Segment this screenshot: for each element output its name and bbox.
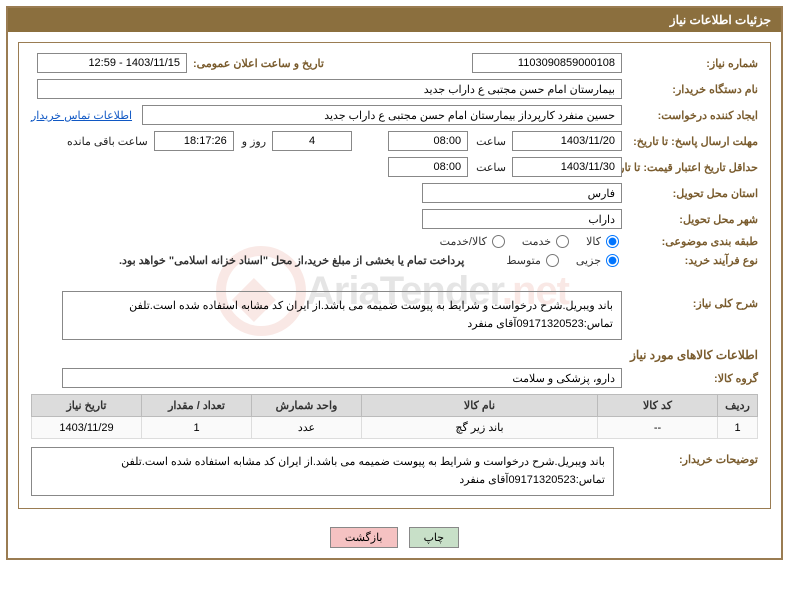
field-time-left: 18:17:26	[154, 131, 234, 151]
field-valid-hour: 08:00	[388, 157, 468, 177]
label-response-deadline: مهلت ارسال پاسخ: تا تاریخ:	[628, 135, 758, 148]
main-panel: جزئیات اطلاعات نیاز شماره نیاز: 11030908…	[6, 6, 783, 560]
radio-label-kala-khadmat: کالا/خدمت	[440, 235, 487, 248]
label-hour-1: ساعت	[476, 135, 506, 148]
label-process-type: نوع فرآیند خرید:	[628, 254, 758, 267]
field-description: باند ویبریل.شرح درخواست و شرایط به پیوست…	[62, 291, 622, 340]
radio-label-jozei: جزیی	[576, 254, 601, 267]
field-announce-date: 1403/11/15 - 12:59	[37, 53, 187, 73]
field-buyer-notes: باند ویبریل.شرح درخواست و شرایط به پیوست…	[31, 447, 614, 496]
goods-table: ردیفکد کالانام کالاواحد شمارشتعداد / مقد…	[31, 394, 758, 439]
back-button[interactable]: بازگشت	[330, 527, 398, 548]
table-cell: --	[598, 417, 718, 439]
label-buyer-org: نام دستگاه خریدار:	[628, 83, 758, 96]
field-resp-date: 1403/11/20	[512, 131, 622, 151]
radio-motevaset[interactable]	[546, 254, 559, 267]
table-cell: عدد	[252, 417, 362, 439]
label-desc-title: شرح کلی نیاز:	[628, 291, 758, 310]
table-header: تاریخ نیاز	[32, 395, 142, 417]
label-city: شهر محل تحویل:	[628, 213, 758, 226]
field-resp-hour: 08:00	[388, 131, 468, 151]
radio-jozei[interactable]	[606, 254, 619, 267]
radio-khadmat[interactable]	[556, 235, 569, 248]
field-requester: حسین منفرد کارپرداز بیمارستان امام حسن م…	[142, 105, 622, 125]
print-button[interactable]: چاپ	[409, 527, 460, 548]
table-cell: 1	[718, 417, 758, 439]
label-buyer-notes: توضیحات خریدار:	[628, 447, 758, 466]
label-announce-date: تاریخ و ساعت اعلان عمومی:	[193, 57, 324, 70]
table-header: نام کالا	[362, 395, 598, 417]
radio-group-process: جزیی متوسط	[494, 254, 622, 267]
table-header: کد کالا	[598, 395, 718, 417]
label-province: استان محل تحویل:	[628, 187, 758, 200]
table-cell: باند زیر گچ	[362, 417, 598, 439]
label-time-left: ساعت باقی مانده	[67, 135, 148, 148]
field-buyer-org: بیمارستان امام حسن مجتبی ع داراب جدید	[37, 79, 622, 99]
field-days-left: 4	[272, 131, 352, 151]
table-header: تعداد / مقدار	[142, 395, 252, 417]
label-goods-group: گروه کالا:	[628, 372, 758, 385]
label-requester: ایجاد کننده درخواست:	[628, 109, 758, 122]
button-bar: چاپ بازگشت	[8, 519, 781, 558]
radio-kala[interactable]	[606, 235, 619, 248]
field-province: فارس	[422, 183, 622, 203]
table-row: 1--باند زیر گچعدد11403/11/29	[32, 417, 758, 439]
label-min-valid: حداقل تاریخ اعتبار قیمت: تا تاریخ:	[628, 161, 758, 174]
table-header: ردیف	[718, 395, 758, 417]
label-hour-2: ساعت	[476, 161, 506, 174]
panel-title: جزئیات اطلاعات نیاز	[8, 8, 781, 32]
radio-kala-khadmat[interactable]	[492, 235, 505, 248]
table-cell: 1	[142, 417, 252, 439]
table-cell: 1403/11/29	[32, 417, 142, 439]
radio-label-kala: کالا	[586, 235, 601, 248]
process-note: پرداخت تمام یا بخشی از مبلغ خرید،از محل …	[119, 254, 464, 267]
radio-label-motevaset: متوسط	[506, 254, 541, 267]
label-days-and: روز و	[242, 135, 266, 148]
label-subject-class: طبقه بندی موضوعی:	[628, 235, 758, 248]
table-header: واحد شمارش	[252, 395, 362, 417]
goods-info-title: اطلاعات کالاهای مورد نیاز	[31, 348, 758, 362]
field-valid-date: 1403/11/30	[512, 157, 622, 177]
radio-label-khadmat: خدمت	[522, 235, 551, 248]
field-city: داراب	[422, 209, 622, 229]
radio-group-subject: کالا خدمت کالا/خدمت	[428, 235, 622, 248]
field-need-no: 1103090859000108	[472, 53, 622, 73]
buyer-contact-link[interactable]: اطلاعات تماس خریدار	[31, 109, 132, 122]
field-goods-group: دارو، پزشکی و سلامت	[62, 368, 622, 388]
form-box: شماره نیاز: 1103090859000108 تاریخ و ساع…	[18, 42, 771, 509]
label-need-no: شماره نیاز:	[628, 57, 758, 70]
